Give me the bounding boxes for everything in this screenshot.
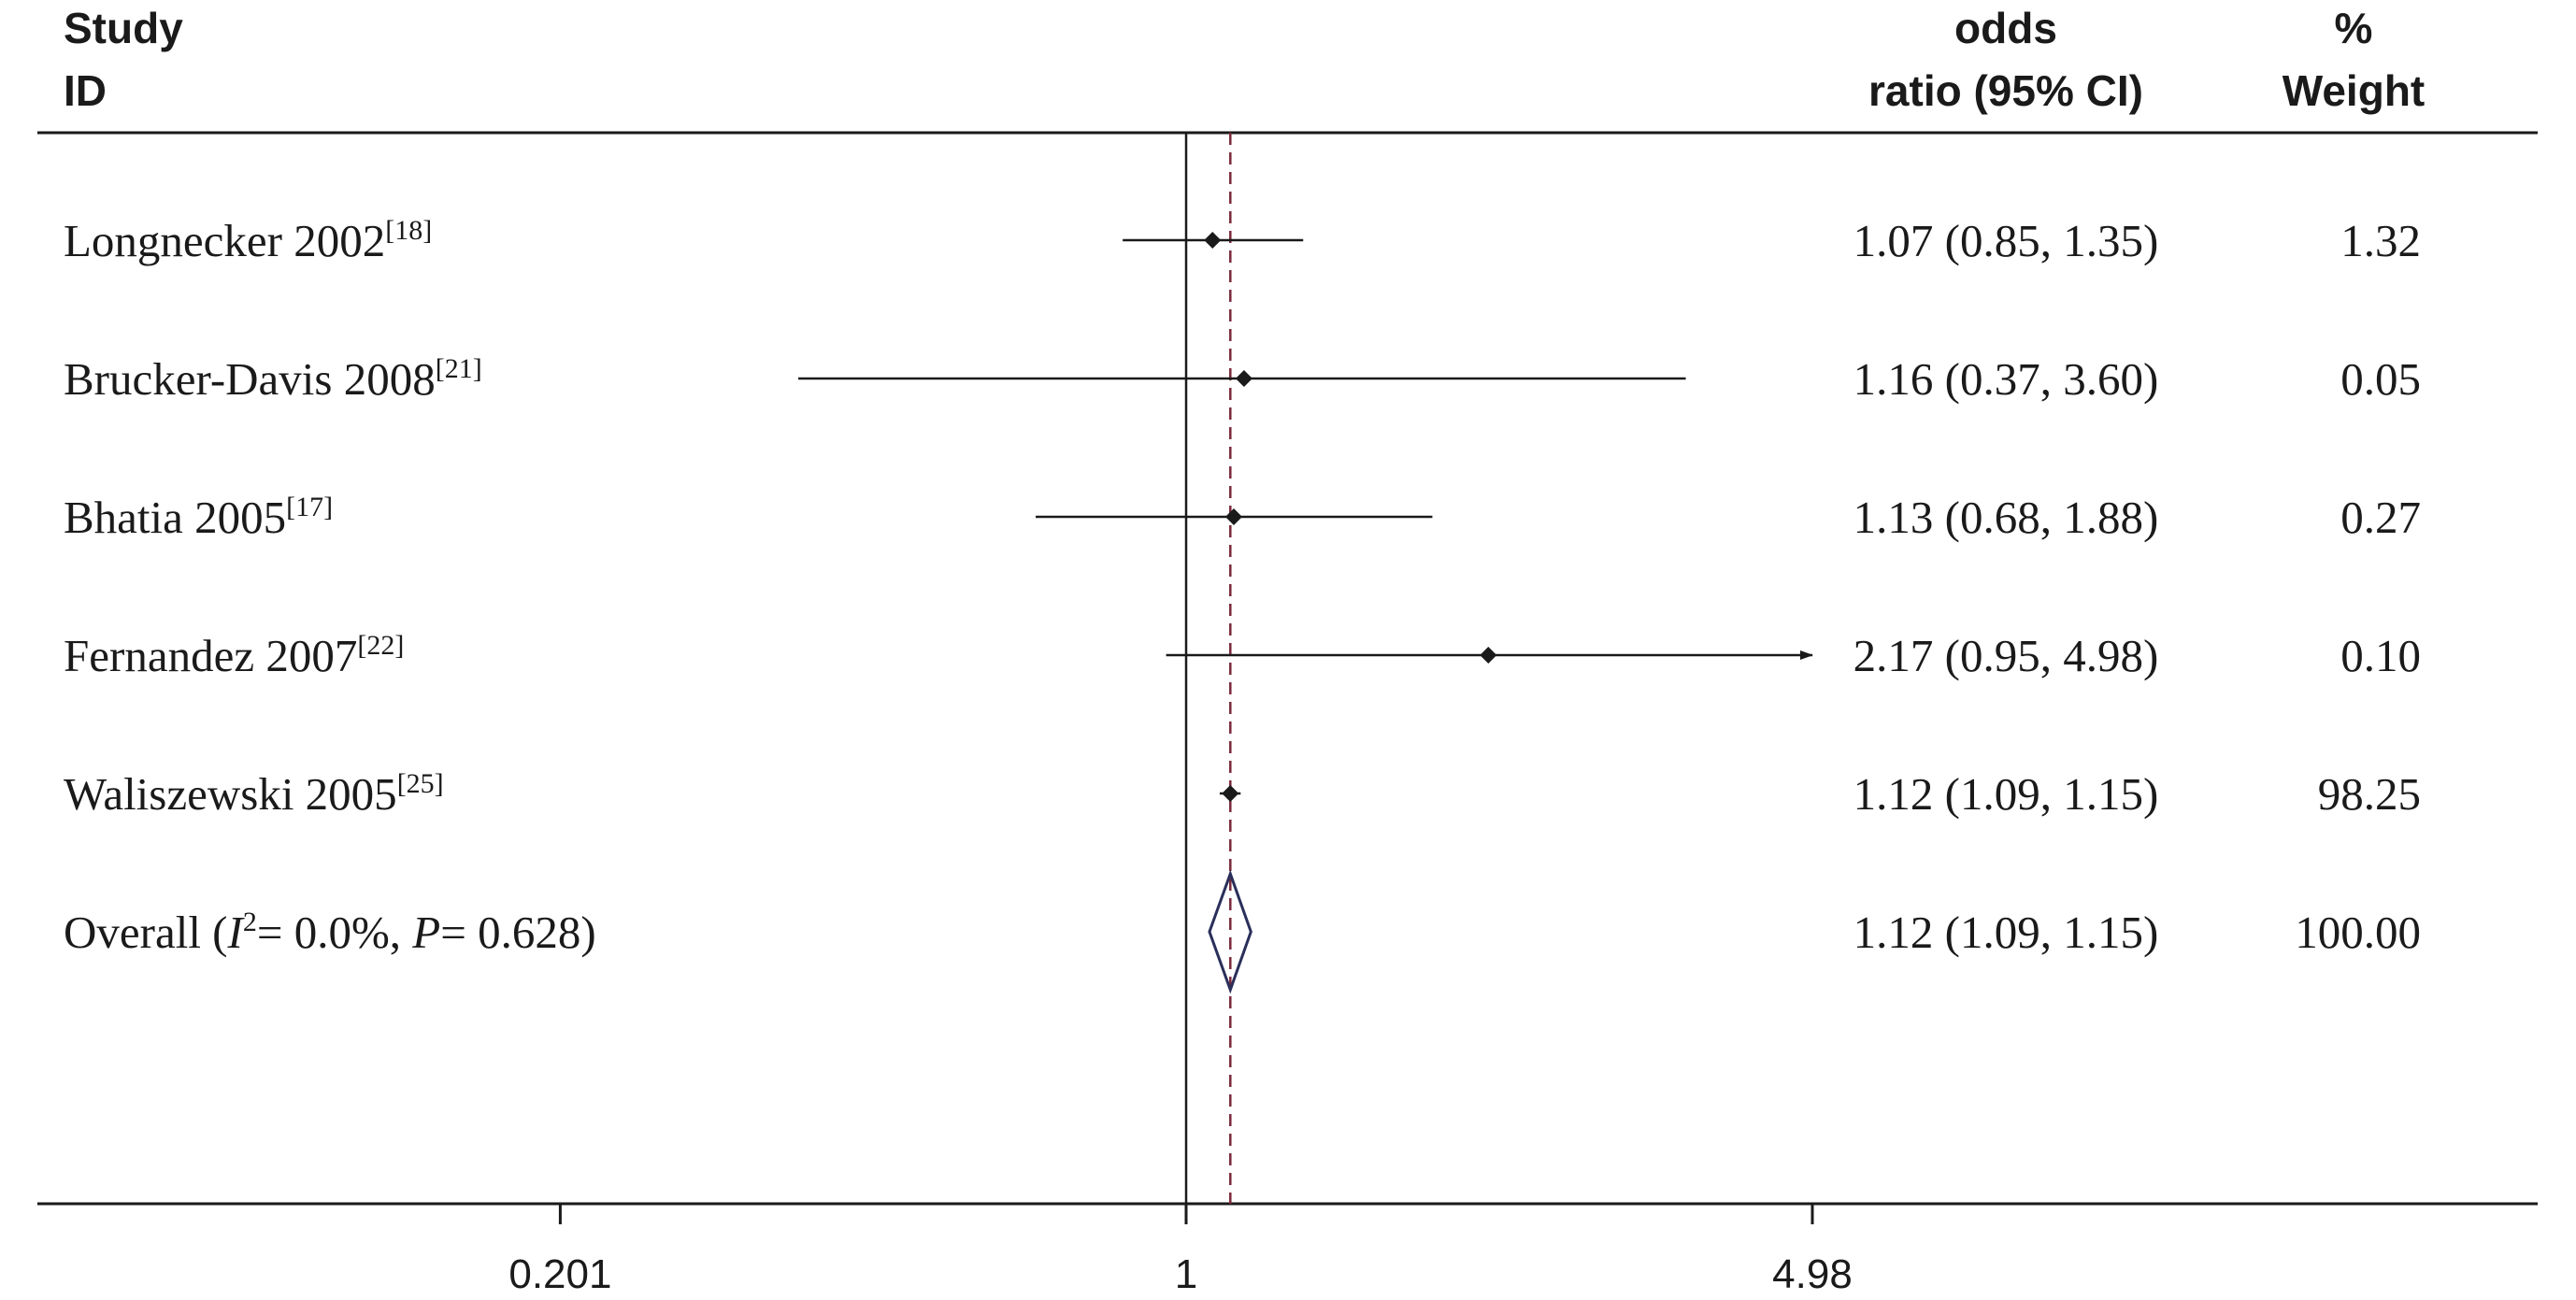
weight-value: 1.32 bbox=[2340, 215, 2421, 266]
p-symbol: P bbox=[411, 907, 440, 958]
ci-value: 2.17 (0.95, 4.98) bbox=[1853, 630, 2159, 681]
ci-value: 1.16 (0.37, 3.60) bbox=[1853, 353, 2159, 405]
i2-superscript: 2 bbox=[243, 907, 257, 937]
i2-symbol: I bbox=[227, 907, 246, 958]
header-weight: Weight bbox=[2283, 66, 2425, 115]
overall-prefix: Overall ( bbox=[64, 907, 228, 958]
point-estimate bbox=[1204, 232, 1222, 249]
study-label: Fernandez 2007[22] bbox=[64, 630, 404, 681]
header-percent: % bbox=[2335, 4, 2373, 52]
weight-value: 0.10 bbox=[2340, 630, 2421, 681]
overall-ci-value: 1.12 (1.09, 1.15) bbox=[1853, 907, 2159, 958]
study-label: Brucker-Davis 2008[21] bbox=[64, 353, 482, 405]
study-reference: [21] bbox=[436, 353, 482, 384]
point-estimate bbox=[1222, 785, 1239, 802]
study-name: Brucker-Davis 2008 bbox=[64, 353, 436, 405]
x-tick-label: 4.98 bbox=[1772, 1251, 1853, 1297]
weight-value: 0.05 bbox=[2340, 353, 2421, 405]
header-odds: odds bbox=[1954, 4, 2057, 52]
study-reference: [25] bbox=[397, 768, 444, 799]
p-value: = 0.628) bbox=[440, 907, 595, 958]
i2-value: = 0.0%, bbox=[257, 907, 412, 958]
study-label: Longnecker 2002[18] bbox=[64, 215, 432, 266]
ci-value: 1.13 (0.68, 1.88) bbox=[1853, 492, 2159, 543]
overall-diamond bbox=[1208, 869, 1252, 994]
x-tick-label: 1 bbox=[1175, 1251, 1197, 1297]
header-study: Study bbox=[64, 4, 183, 52]
study-name: Waliszewski 2005 bbox=[64, 768, 397, 820]
study-label: Bhatia 2005[17] bbox=[64, 492, 333, 543]
study-reference: [18] bbox=[385, 215, 432, 246]
study-name: Bhatia 2005 bbox=[64, 492, 286, 543]
weight-value: 98.25 bbox=[2318, 768, 2421, 820]
header-id: ID bbox=[64, 66, 107, 115]
study-name: Fernandez 2007 bbox=[64, 630, 357, 681]
point-estimate bbox=[1235, 370, 1252, 387]
weight-value: 0.27 bbox=[2340, 492, 2421, 543]
study-reference: [17] bbox=[286, 492, 333, 522]
study-reference: [22] bbox=[357, 630, 404, 661]
overall-label: Overall (I2= 0.0%, P= 0.628) bbox=[64, 907, 596, 958]
ci-value: 1.07 (0.85, 1.35) bbox=[1853, 215, 2159, 266]
study-label: Waliszewski 2005[25] bbox=[64, 768, 444, 820]
point-estimate bbox=[1480, 647, 1497, 664]
ci-value: 1.12 (1.09, 1.15) bbox=[1853, 768, 2159, 820]
overall-weight-value: 100.00 bbox=[2295, 907, 2421, 958]
x-tick-label: 0.201 bbox=[508, 1251, 611, 1297]
header-ratio-ci: ratio (95% CI) bbox=[1868, 66, 2143, 115]
study-name: Longnecker 2002 bbox=[64, 215, 385, 266]
point-estimate bbox=[1225, 508, 1243, 525]
